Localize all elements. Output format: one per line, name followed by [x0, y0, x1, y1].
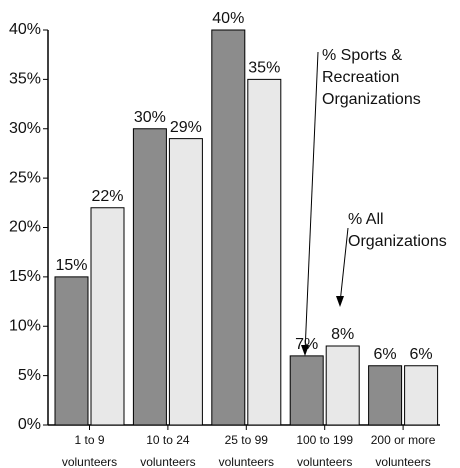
x-tick-label-line: 100 to 199	[296, 433, 353, 447]
data-label: 7%	[295, 336, 318, 353]
y-tick-label: 40%	[9, 21, 41, 38]
x-tick-label-line: 200 or more	[371, 433, 436, 447]
legend-label-line: Organizations	[322, 91, 421, 108]
data-label: 40%	[212, 10, 244, 27]
y-tick-label: 25%	[9, 169, 41, 186]
x-tick-label: 100 to 199 volunteers	[296, 433, 353, 468]
bar	[247, 78, 282, 426]
x-tick-label-line: 25 to 99	[225, 433, 269, 447]
y-tick-label: 20%	[9, 219, 41, 236]
bar	[132, 128, 167, 426]
data-label: 29%	[170, 119, 202, 136]
y-tick-label: 15%	[9, 268, 41, 285]
data-label: 6%	[410, 346, 433, 363]
x-tick-label: 10 to 24 volunteers	[140, 433, 195, 468]
y-tick-label: 10%	[9, 317, 41, 334]
data-label: 35%	[248, 60, 280, 77]
bar	[404, 365, 439, 426]
y-tick-label: 5%	[18, 367, 41, 384]
bar	[289, 355, 324, 426]
x-tick-label-line: volunteers	[297, 455, 352, 468]
y-tick-label: 30%	[9, 120, 41, 137]
data-label: 6%	[374, 346, 397, 363]
annotation-arrow	[304, 51, 319, 353]
legend-label-line: Recreation	[322, 69, 399, 86]
x-tick-label: 200 or more volunteers	[371, 433, 436, 468]
bar	[168, 138, 203, 426]
legend-label: % All Organizations	[348, 211, 447, 250]
bar	[90, 207, 125, 426]
bar	[325, 345, 360, 426]
y-tick-label: 35%	[9, 71, 41, 88]
data-label: 22%	[91, 188, 123, 205]
x-tick-label-line: 10 to 24	[146, 433, 190, 447]
bar	[54, 276, 89, 426]
legend-label-line: Organizations	[348, 233, 447, 250]
x-tick-label-line: volunteers	[140, 455, 195, 468]
x-tick-label-line: volunteers	[62, 455, 117, 468]
data-label: 8%	[331, 326, 354, 343]
legend-label: % Sports & Recreation Organizations	[322, 47, 421, 108]
x-tick-label-line: 1 to 9	[74, 433, 104, 447]
bar	[368, 365, 403, 426]
bar	[211, 29, 246, 426]
arrow-head	[301, 345, 309, 356]
data-label: 15%	[55, 257, 87, 274]
x-tick-label: 1 to 9 volunteers	[62, 433, 117, 468]
legend-label-line: % Sports &	[322, 47, 402, 64]
y-tick-label: 0%	[18, 416, 41, 433]
legend-label-line: % All	[348, 211, 384, 228]
x-tick-label-line: volunteers	[375, 455, 430, 468]
x-tick-label: 25 to 99 volunteers	[219, 433, 274, 468]
x-tick-label-line: volunteers	[219, 455, 274, 468]
annotation-arrow	[339, 227, 349, 304]
data-label: 30%	[134, 109, 166, 126]
arrow-head	[336, 296, 344, 307]
